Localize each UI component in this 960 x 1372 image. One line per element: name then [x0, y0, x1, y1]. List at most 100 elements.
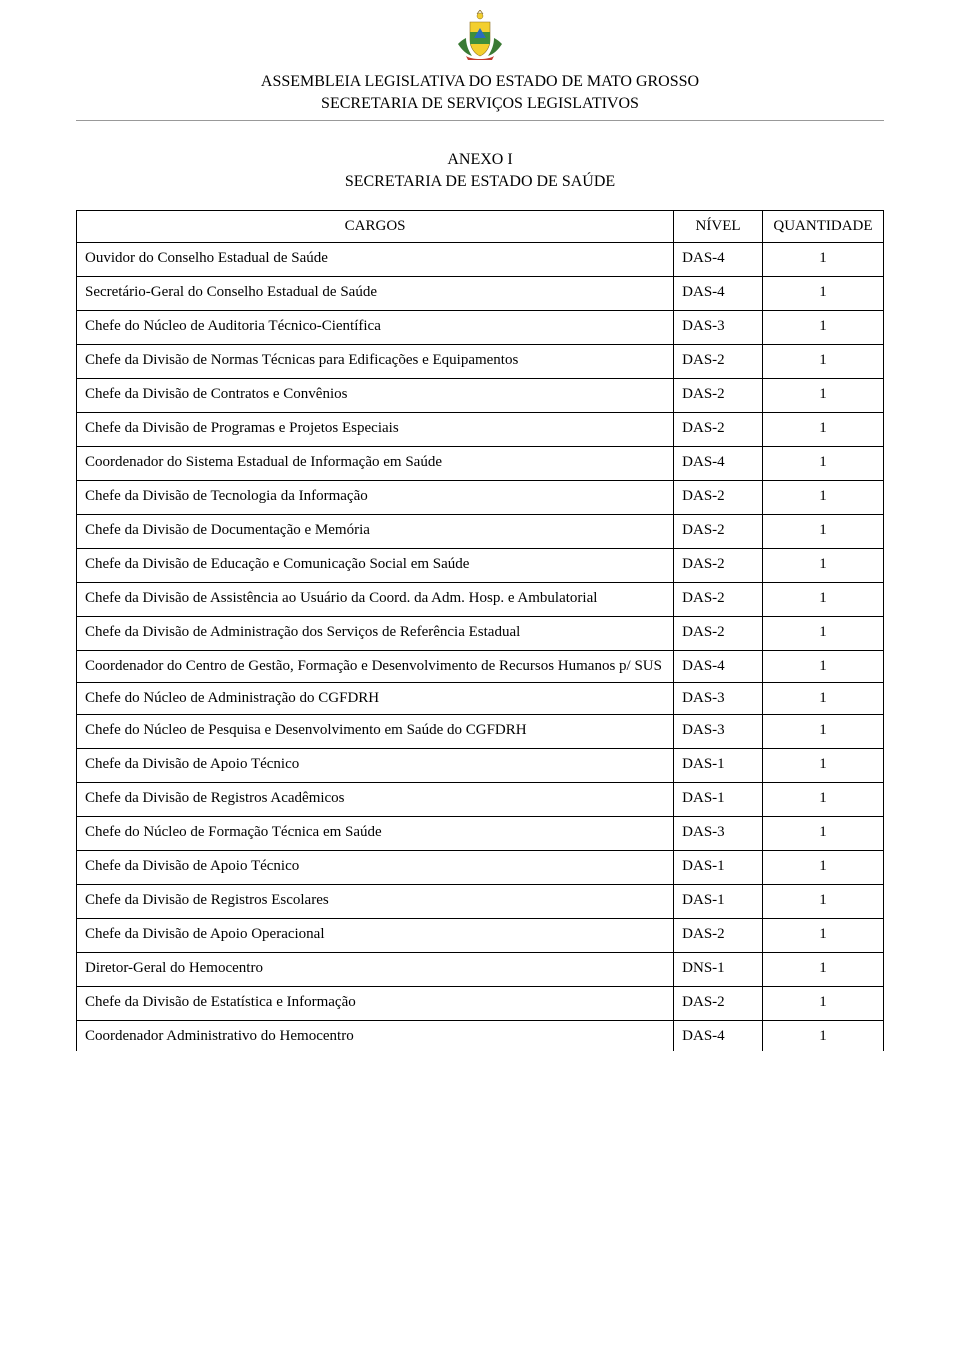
cell-nivel: DAS-1 [674, 782, 763, 816]
header-line-2: SECRETARIA DE SERVIÇOS LEGISLATIVOS [76, 93, 884, 115]
table-row: Coordenador do Centro de Gestão, Formaçã… [77, 651, 884, 683]
cell-nivel: DAS-2 [674, 617, 763, 651]
table-row: Chefe da Divisão de Apoio TécnicoDAS-11 [77, 748, 884, 782]
table-row: Chefe do Núcleo de Formação Técnica em S… [77, 816, 884, 850]
col-cargos: CARGOS [77, 211, 674, 243]
cell-qtd: 1 [762, 277, 883, 311]
cell-cargo: Chefe da Divisão de Contratos e Convênio… [77, 379, 674, 413]
cell-cargo: Coordenador do Centro de Gestão, Formaçã… [77, 651, 674, 683]
anexo-line-2: SECRETARIA DE ESTADO DE SAÚDE [76, 171, 884, 193]
table-row: Chefe da Divisão de Programas e Projetos… [77, 413, 884, 447]
table-row: Chefe da Divisão de Registros EscolaresD… [77, 884, 884, 918]
table-row: Chefe do Núcleo de Auditoria Técnico-Cie… [77, 311, 884, 345]
cell-cargo: Chefe da Divisão de Apoio Técnico [77, 748, 674, 782]
anexo-heading: ANEXO I SECRETARIA DE ESTADO DE SAÚDE [76, 149, 884, 192]
cell-cargo: Secretário-Geral do Conselho Estadual de… [77, 277, 674, 311]
table-row: Chefe da Divisão de Administração dos Se… [77, 617, 884, 651]
table-row: Chefe da Divisão de Estatística e Inform… [77, 986, 884, 1020]
cell-cargo: Ouvidor do Conselho Estadual de Saúde [77, 243, 674, 277]
cell-cargo: Chefe da Divisão de Programas e Projetos… [77, 413, 674, 447]
table-row: Chefe do Núcleo de Administração do CGFD… [77, 682, 884, 714]
header-line-1: ASSEMBLEIA LEGISLATIVA DO ESTADO DE MATO… [76, 71, 884, 93]
cell-cargo: Chefe da Divisão de Apoio Operacional [77, 918, 674, 952]
cell-nivel: DAS-2 [674, 986, 763, 1020]
table-row: Chefe da Divisão de Contratos e Convênio… [77, 379, 884, 413]
col-quantidade: QUANTIDADE [762, 211, 883, 243]
cell-nivel: DAS-4 [674, 277, 763, 311]
cell-cargo: Chefe da Divisão de Registros Acadêmicos [77, 782, 674, 816]
cell-cargo: Chefe do Núcleo de Formação Técnica em S… [77, 816, 674, 850]
cell-qtd: 1 [762, 714, 883, 748]
cell-qtd: 1 [762, 583, 883, 617]
cell-nivel: DAS-4 [674, 447, 763, 481]
cell-qtd: 1 [762, 952, 883, 986]
table-row: Secretário-Geral do Conselho Estadual de… [77, 277, 884, 311]
cell-qtd: 1 [762, 617, 883, 651]
cell-qtd: 1 [762, 243, 883, 277]
cell-cargo: Chefe do Núcleo de Pesquisa e Desenvolvi… [77, 714, 674, 748]
cell-nivel: DAS-2 [674, 345, 763, 379]
cargos-table: CARGOS NÍVEL QUANTIDADE Ouvidor do Conse… [76, 210, 884, 1051]
cell-nivel: DAS-1 [674, 748, 763, 782]
cell-qtd: 1 [762, 447, 883, 481]
cell-qtd: 1 [762, 345, 883, 379]
cell-nivel: DAS-3 [674, 682, 763, 714]
cell-qtd: 1 [762, 515, 883, 549]
cell-cargo: Chefe do Núcleo de Administração do CGFD… [77, 682, 674, 714]
cell-nivel: DAS-3 [674, 714, 763, 748]
table-row: Chefe do Núcleo de Pesquisa e Desenvolvi… [77, 714, 884, 748]
cell-cargo: Chefe da Divisão de Assistência ao Usuár… [77, 583, 674, 617]
cell-qtd: 1 [762, 986, 883, 1020]
table-row: Coordenador do Sistema Estadual de Infor… [77, 447, 884, 481]
cell-nivel: DAS-2 [674, 583, 763, 617]
table-row: Diretor-Geral do HemocentroDNS-11 [77, 952, 884, 986]
cell-nivel: DAS-2 [674, 515, 763, 549]
cell-nivel: DAS-3 [674, 816, 763, 850]
cell-nivel: DAS-1 [674, 850, 763, 884]
table-body: Ouvidor do Conselho Estadual de SaúdeDAS… [77, 243, 884, 1052]
table-row: Chefe da Divisão de Apoio OperacionalDAS… [77, 918, 884, 952]
cell-cargo: Chefe da Divisão de Educação e Comunicaç… [77, 549, 674, 583]
table-row: Chefe da Divisão de Normas Técnicas para… [77, 345, 884, 379]
cell-cargo: Chefe da Divisão de Documentação e Memór… [77, 515, 674, 549]
cell-qtd: 1 [762, 311, 883, 345]
cell-nivel: DNS-1 [674, 952, 763, 986]
col-nivel: NÍVEL [674, 211, 763, 243]
cell-cargo: Chefe da Divisão de Normas Técnicas para… [77, 345, 674, 379]
table-row: Chefe da Divisão de Apoio TécnicoDAS-11 [77, 850, 884, 884]
cell-qtd: 1 [762, 816, 883, 850]
cell-nivel: DAS-2 [674, 481, 763, 515]
cell-cargo: Chefe da Divisão de Registros Escolares [77, 884, 674, 918]
table-header-row: CARGOS NÍVEL QUANTIDADE [77, 211, 884, 243]
table-row: Coordenador Administrativo do Hemocentro… [77, 1020, 884, 1051]
table-row: Ouvidor do Conselho Estadual de SaúdeDAS… [77, 243, 884, 277]
cell-cargo: Diretor-Geral do Hemocentro [77, 952, 674, 986]
cell-nivel: DAS-2 [674, 918, 763, 952]
anexo-line-1: ANEXO I [76, 149, 884, 171]
table-row: Chefe da Divisão de Assistência ao Usuár… [77, 583, 884, 617]
table-row: Chefe da Divisão de Tecnologia da Inform… [77, 481, 884, 515]
cell-nivel: DAS-3 [674, 311, 763, 345]
cell-cargo: Chefe da Divisão de Estatística e Inform… [77, 986, 674, 1020]
cell-qtd: 1 [762, 884, 883, 918]
table-row: Chefe da Divisão de Documentação e Memór… [77, 515, 884, 549]
cell-cargo: Chefe da Divisão de Administração dos Se… [77, 617, 674, 651]
table-row: Chefe da Divisão de Registros Acadêmicos… [77, 782, 884, 816]
cell-qtd: 1 [762, 651, 883, 683]
cell-qtd: 1 [762, 481, 883, 515]
cell-cargo: Coordenador do Sistema Estadual de Infor… [77, 447, 674, 481]
cell-nivel: DAS-2 [674, 413, 763, 447]
cell-nivel: DAS-4 [674, 243, 763, 277]
cell-qtd: 1 [762, 1020, 883, 1051]
cell-nivel: DAS-4 [674, 651, 763, 683]
table-row: Chefe da Divisão de Educação e Comunicaç… [77, 549, 884, 583]
cell-nivel: DAS-2 [674, 379, 763, 413]
cell-qtd: 1 [762, 850, 883, 884]
cell-nivel: DAS-4 [674, 1020, 763, 1051]
document-header: ASSEMBLEIA LEGISLATIVA DO ESTADO DE MATO… [76, 71, 884, 121]
cell-cargo: Chefe da Divisão de Apoio Técnico [77, 850, 674, 884]
crest-icon [76, 10, 884, 67]
cell-qtd: 1 [762, 918, 883, 952]
cell-qtd: 1 [762, 549, 883, 583]
page: ASSEMBLEIA LEGISLATIVA DO ESTADO DE MATO… [0, 0, 960, 1071]
